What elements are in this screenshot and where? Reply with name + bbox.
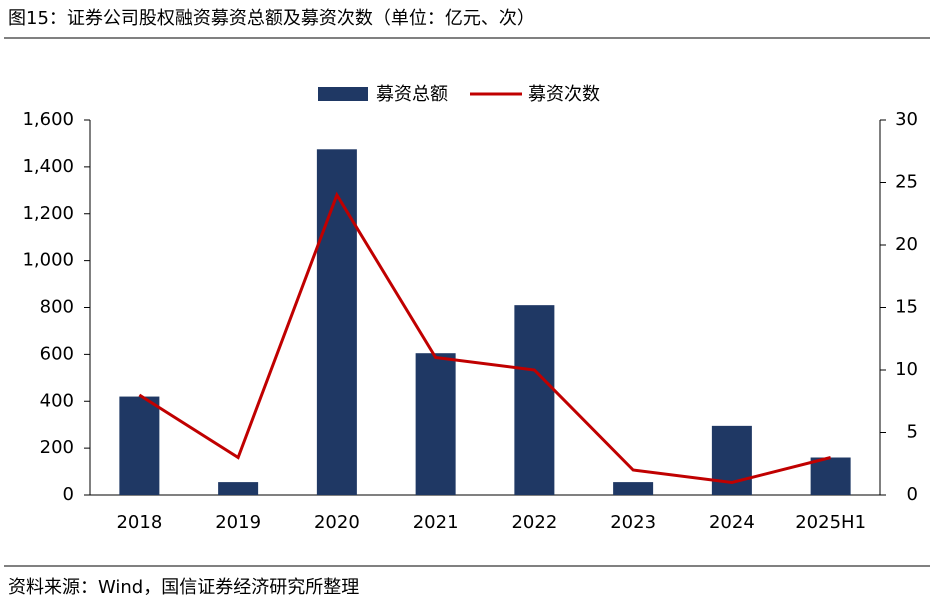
legend-swatch — [318, 87, 368, 101]
bar — [316, 149, 357, 495]
y-tick-label: 1,200 — [22, 203, 74, 224]
y-tick-label: 200 — [40, 437, 74, 458]
x-tick-label: 2018 — [116, 512, 162, 533]
y-tick-label: 1,000 — [22, 250, 74, 271]
y-tick-label: 600 — [40, 343, 74, 364]
y2-tick-label: 5 — [907, 422, 918, 443]
y-tick-label: 800 — [40, 297, 74, 318]
bar — [415, 353, 456, 495]
y-tick-label: 1,400 — [22, 156, 74, 177]
x-tick-label: 2020 — [314, 512, 360, 533]
x-tick-label: 2021 — [413, 512, 459, 533]
y2-tick-label: 10 — [895, 359, 918, 380]
source: 资料来源：Wind，国信证券经济研究所整理 — [8, 577, 359, 598]
y-tick-label: 400 — [40, 390, 74, 411]
x-tick-label: 2019 — [215, 512, 261, 533]
x-tick-label: 2024 — [709, 512, 755, 533]
y2-tick-label: 30 — [895, 109, 918, 130]
x-tick-label: 2025H1 — [795, 512, 866, 533]
y2-tick-label: 0 — [907, 484, 918, 505]
x-tick-label: 2023 — [610, 512, 656, 533]
y-tick-label: 0 — [63, 484, 74, 505]
line — [138, 191, 831, 485]
bar — [711, 425, 752, 495]
bar — [810, 457, 851, 495]
chart-title: 图15：证券公司股权融资募资总额及募资次数（单位：亿元、次） — [8, 8, 535, 29]
y2-tick-label: 25 — [895, 172, 918, 193]
y2-tick-label: 20 — [895, 234, 918, 255]
bar — [514, 305, 555, 495]
y-tick-label: 1,600 — [22, 109, 74, 130]
bar — [119, 396, 160, 495]
legend-label: 募资总额 — [376, 84, 448, 105]
bar — [218, 482, 259, 495]
y2-tick-label: 15 — [895, 297, 918, 318]
legend-label: 募资次数 — [528, 84, 600, 105]
bar — [613, 482, 654, 495]
x-tick-label: 2022 — [511, 512, 557, 533]
